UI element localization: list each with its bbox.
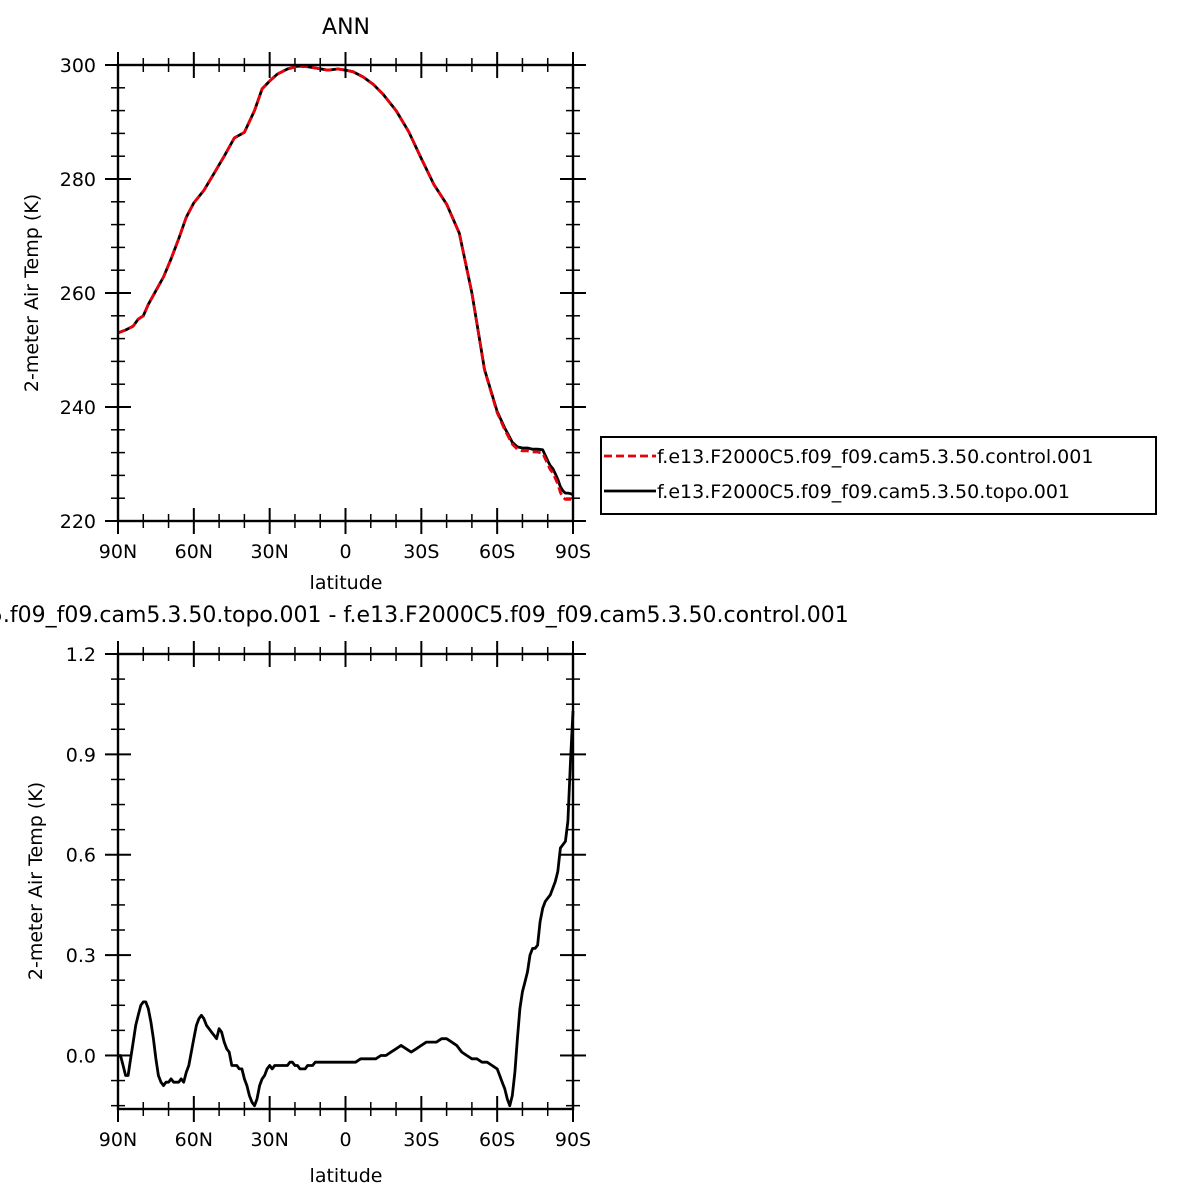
series-line-0 bbox=[117, 64, 574, 502]
x-tick-label: 30S bbox=[403, 1129, 439, 1151]
panel-2-ticks: 90N 60N 30N 0 30S 60S 90S 0.0 0.3 0.6 0.9 1.2 bbox=[66, 641, 591, 1151]
series-line-0 bbox=[118, 710, 575, 1108]
panel-2-title: f.e13.F2000C5.f09_f09.cam5.3.50.topo.001… bbox=[0, 603, 849, 628]
y-tick-label: 0.6 bbox=[66, 845, 96, 867]
y-tick-label: 280 bbox=[60, 169, 96, 191]
y-tick-label: 300 bbox=[60, 55, 96, 77]
legend-box bbox=[600, 436, 1157, 515]
x-tick-label: 90S bbox=[555, 1129, 591, 1151]
panel-2-plot-frame bbox=[116, 652, 575, 1111]
series-line-1 bbox=[117, 64, 574, 497]
panel-1-title: ANN bbox=[322, 15, 370, 40]
x-tick-label: 60S bbox=[479, 541, 515, 563]
panel-annual-temperature: ANN 90N 60N 30N 0 30S 60S 90S 220 240 260 280 300 l… bbox=[21, 15, 1157, 594]
panel-1-y-axis-label: 2-meter Air Temp (K) bbox=[21, 194, 43, 392]
panel-2-series bbox=[118, 710, 575, 1108]
x-tick-label: 90N bbox=[99, 1129, 137, 1151]
y-tick-label: 0.0 bbox=[66, 1045, 96, 1067]
panel-2-x-axis-label: latitude bbox=[310, 1165, 383, 1187]
panel-1-ticks: 90N 60N 30N 0 30S 60S 90S 220 240 260 280 300 bbox=[60, 52, 591, 563]
x-tick-label: 0 bbox=[339, 541, 351, 563]
x-tick-label: 60N bbox=[175, 541, 213, 563]
legend: f.e13.F2000C5.f09_f09.cam5.3.50.control.… bbox=[600, 436, 1157, 515]
panel-1-plot-frame bbox=[116, 63, 575, 523]
y-tick-label: 0.3 bbox=[66, 945, 96, 967]
x-tick-label: 30S bbox=[403, 541, 439, 563]
y-tick-label: 260 bbox=[60, 283, 96, 305]
x-tick-label: 30N bbox=[250, 1129, 288, 1151]
x-tick-label: 60S bbox=[479, 1129, 515, 1151]
x-tick-label: 60N bbox=[175, 1129, 213, 1151]
panel-temperature-difference: f.e13.F2000C5.f09_f09.cam5.3.50.topo.001… bbox=[0, 603, 849, 1187]
x-tick-label: 90N bbox=[99, 541, 137, 563]
y-tick-label: 240 bbox=[60, 397, 96, 419]
y-tick-label: 0.9 bbox=[66, 744, 96, 766]
x-tick-label: 0 bbox=[339, 1129, 351, 1151]
panel-1-series bbox=[117, 64, 574, 502]
legend-label-topo: f.e13.F2000C5.f09_f09.cam5.3.50.topo.001 bbox=[657, 481, 1070, 503]
x-tick-label: 90S bbox=[555, 541, 591, 563]
y-tick-label: 220 bbox=[60, 511, 96, 533]
x-tick-label: 30N bbox=[250, 541, 288, 563]
panel-2-y-axis-label: 2-meter Air Temp (K) bbox=[25, 782, 47, 980]
legend-label-control: f.e13.F2000C5.f09_f09.cam5.3.50.control.… bbox=[657, 446, 1093, 468]
panel-1-x-axis-label: latitude bbox=[310, 572, 383, 594]
y-tick-label: 1.2 bbox=[66, 644, 96, 666]
